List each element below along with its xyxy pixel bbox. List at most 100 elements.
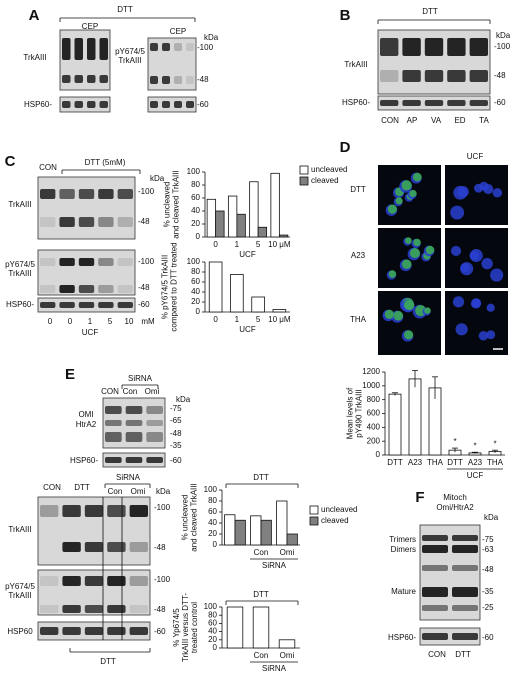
y-axis-label: TrkAIII versus DTT- bbox=[181, 593, 190, 662]
blot-label: -35 bbox=[170, 441, 182, 450]
bar bbox=[286, 533, 298, 546]
blot-band bbox=[105, 457, 122, 463]
blot-band bbox=[117, 189, 133, 199]
blot-label: AP bbox=[407, 116, 418, 125]
blot-label: -100 bbox=[138, 187, 155, 196]
blot-band bbox=[59, 258, 75, 266]
blot-band bbox=[84, 627, 104, 635]
blot-label: DTT (5mM) bbox=[85, 158, 126, 167]
blot-band bbox=[125, 420, 143, 426]
significance-marker: * bbox=[473, 441, 476, 450]
x-tick-label: THA bbox=[487, 458, 504, 467]
blot-label: DTT bbox=[422, 7, 438, 16]
blot-band bbox=[40, 217, 56, 227]
blot-band bbox=[84, 505, 104, 517]
x-tick-label: A23 bbox=[468, 458, 483, 467]
blot bbox=[37, 176, 136, 240]
blot-label: TA bbox=[479, 116, 489, 125]
cell-stain bbox=[412, 172, 422, 182]
blot-band bbox=[40, 285, 56, 293]
chart-title: DTT bbox=[253, 590, 269, 599]
blot-label: HSP60- bbox=[70, 456, 98, 465]
blot-label: CON bbox=[381, 116, 399, 125]
blot-label: -100 bbox=[494, 42, 511, 51]
blot-band bbox=[62, 576, 81, 586]
blot-band bbox=[186, 101, 194, 108]
blot-band bbox=[87, 101, 96, 108]
blot-label: HSP60 bbox=[7, 627, 33, 636]
blot-band bbox=[62, 505, 81, 517]
blot-band bbox=[117, 302, 133, 308]
bar bbox=[227, 195, 238, 238]
blot-label: DTT bbox=[100, 657, 116, 666]
blot-label: Con bbox=[123, 387, 138, 396]
panel-letter: E bbox=[65, 366, 75, 383]
y-tick-label: 80 bbox=[208, 610, 217, 619]
blot-label: 0 bbox=[68, 317, 73, 326]
y-tick-label: 200 bbox=[367, 436, 381, 445]
blot-band bbox=[59, 285, 75, 293]
y-tick-label: 80 bbox=[191, 267, 200, 276]
y-axis-label: treated control bbox=[190, 602, 199, 653]
y-axis-label: and cleaved TrkAIII bbox=[190, 483, 199, 551]
blot-label: -60 bbox=[494, 98, 506, 107]
blot-label: -48 bbox=[154, 543, 166, 552]
blot-label: kDa bbox=[156, 487, 171, 496]
blot-band bbox=[105, 406, 122, 414]
blot-band bbox=[447, 100, 466, 106]
blot-label: -75 bbox=[482, 535, 494, 544]
legend-label: cleaved bbox=[311, 176, 339, 185]
blot bbox=[59, 96, 111, 113]
blot-band bbox=[107, 576, 126, 586]
blot-label: -48 bbox=[138, 217, 150, 226]
x-tick-label: Con bbox=[254, 651, 269, 660]
y-tick-label: 40 bbox=[191, 206, 200, 215]
blot-band bbox=[424, 38, 444, 56]
blot-label: -25 bbox=[482, 603, 494, 612]
blot-label: CON bbox=[39, 163, 57, 172]
y-tick-label: 80 bbox=[208, 496, 217, 505]
bar bbox=[236, 213, 246, 238]
blot-band bbox=[380, 38, 399, 56]
y-axis-label: % pY674/5 TrkAIII bbox=[161, 255, 170, 319]
blot-label: -48 bbox=[170, 429, 182, 438]
cell bbox=[492, 188, 503, 198]
y-axis-label: and cleaved TrkAIII bbox=[172, 170, 181, 238]
blot-label: -60 bbox=[197, 100, 209, 109]
y-tick-label: 0 bbox=[196, 307, 201, 316]
cell bbox=[450, 245, 462, 257]
blot-band bbox=[125, 406, 143, 414]
group-label: UCF bbox=[467, 471, 484, 480]
y-tick-label: 40 bbox=[208, 627, 217, 636]
y-axis-label: Mean levels of bbox=[346, 387, 355, 439]
blot-band bbox=[98, 258, 114, 266]
blot-label: -100 bbox=[138, 257, 155, 266]
y-tick-label: 80 bbox=[191, 180, 200, 189]
blot-band bbox=[99, 38, 108, 60]
y-axis-label: pY490 TrkAIII bbox=[355, 389, 364, 437]
y-tick-label: 60 bbox=[208, 619, 217, 628]
blot-band bbox=[146, 457, 163, 463]
blot-band bbox=[402, 100, 421, 106]
cell-stain bbox=[404, 299, 415, 311]
cell-stain bbox=[388, 270, 397, 278]
x-tick-label: Omi bbox=[280, 548, 295, 557]
cell bbox=[452, 296, 465, 308]
legend-label: uncleaved bbox=[321, 505, 357, 514]
x-tick-label: Omi bbox=[280, 651, 295, 660]
blot-label: kDa bbox=[484, 513, 499, 522]
blot-band bbox=[452, 545, 478, 553]
blot-band bbox=[380, 70, 399, 82]
blot-band bbox=[84, 542, 104, 552]
blot-band bbox=[452, 587, 478, 597]
panel-letter: B bbox=[340, 7, 351, 24]
blot-band bbox=[98, 189, 114, 199]
bar bbox=[249, 181, 259, 238]
blot-band bbox=[452, 535, 478, 541]
blot-band bbox=[40, 189, 56, 199]
group-label: SiRNA bbox=[262, 664, 287, 673]
panel-letter: C bbox=[5, 153, 16, 170]
blot-label: HSP60- bbox=[388, 633, 416, 642]
blot-label: VA bbox=[431, 116, 442, 125]
